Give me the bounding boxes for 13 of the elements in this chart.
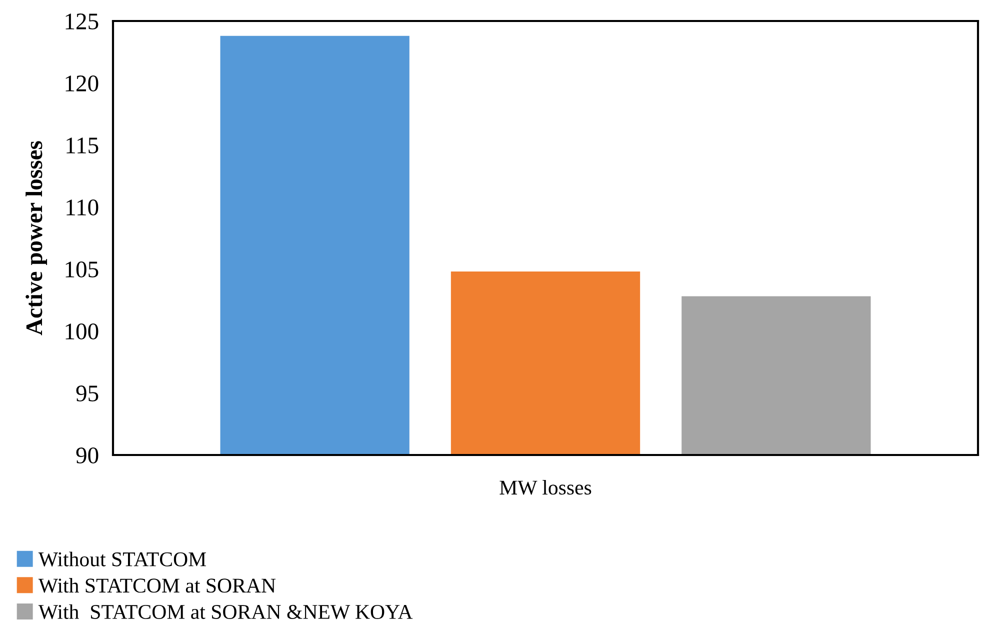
legend-label: With STATCOM at SORAN (38, 578, 276, 593)
y-tick-label: 115 (66, 138, 98, 154)
y-tick-label: 105 (66, 261, 98, 278)
y-tick-label: 100 (66, 323, 98, 340)
y-tick-label: 120 (66, 75, 98, 92)
y-tick-label: 90 (76, 447, 98, 464)
y-tick-label: 110 (66, 199, 98, 216)
y-tick-label: 95 (76, 386, 98, 402)
x-tick-label: MW losses (500, 480, 592, 495)
y-axis-title: Active power losses (26, 141, 48, 336)
legend-label: Without STATCOM (38, 552, 206, 566)
legend-label: With STATCOM at SORAN &NEW KOYA (38, 604, 413, 620)
y-tick-label: 125 (66, 14, 98, 30)
